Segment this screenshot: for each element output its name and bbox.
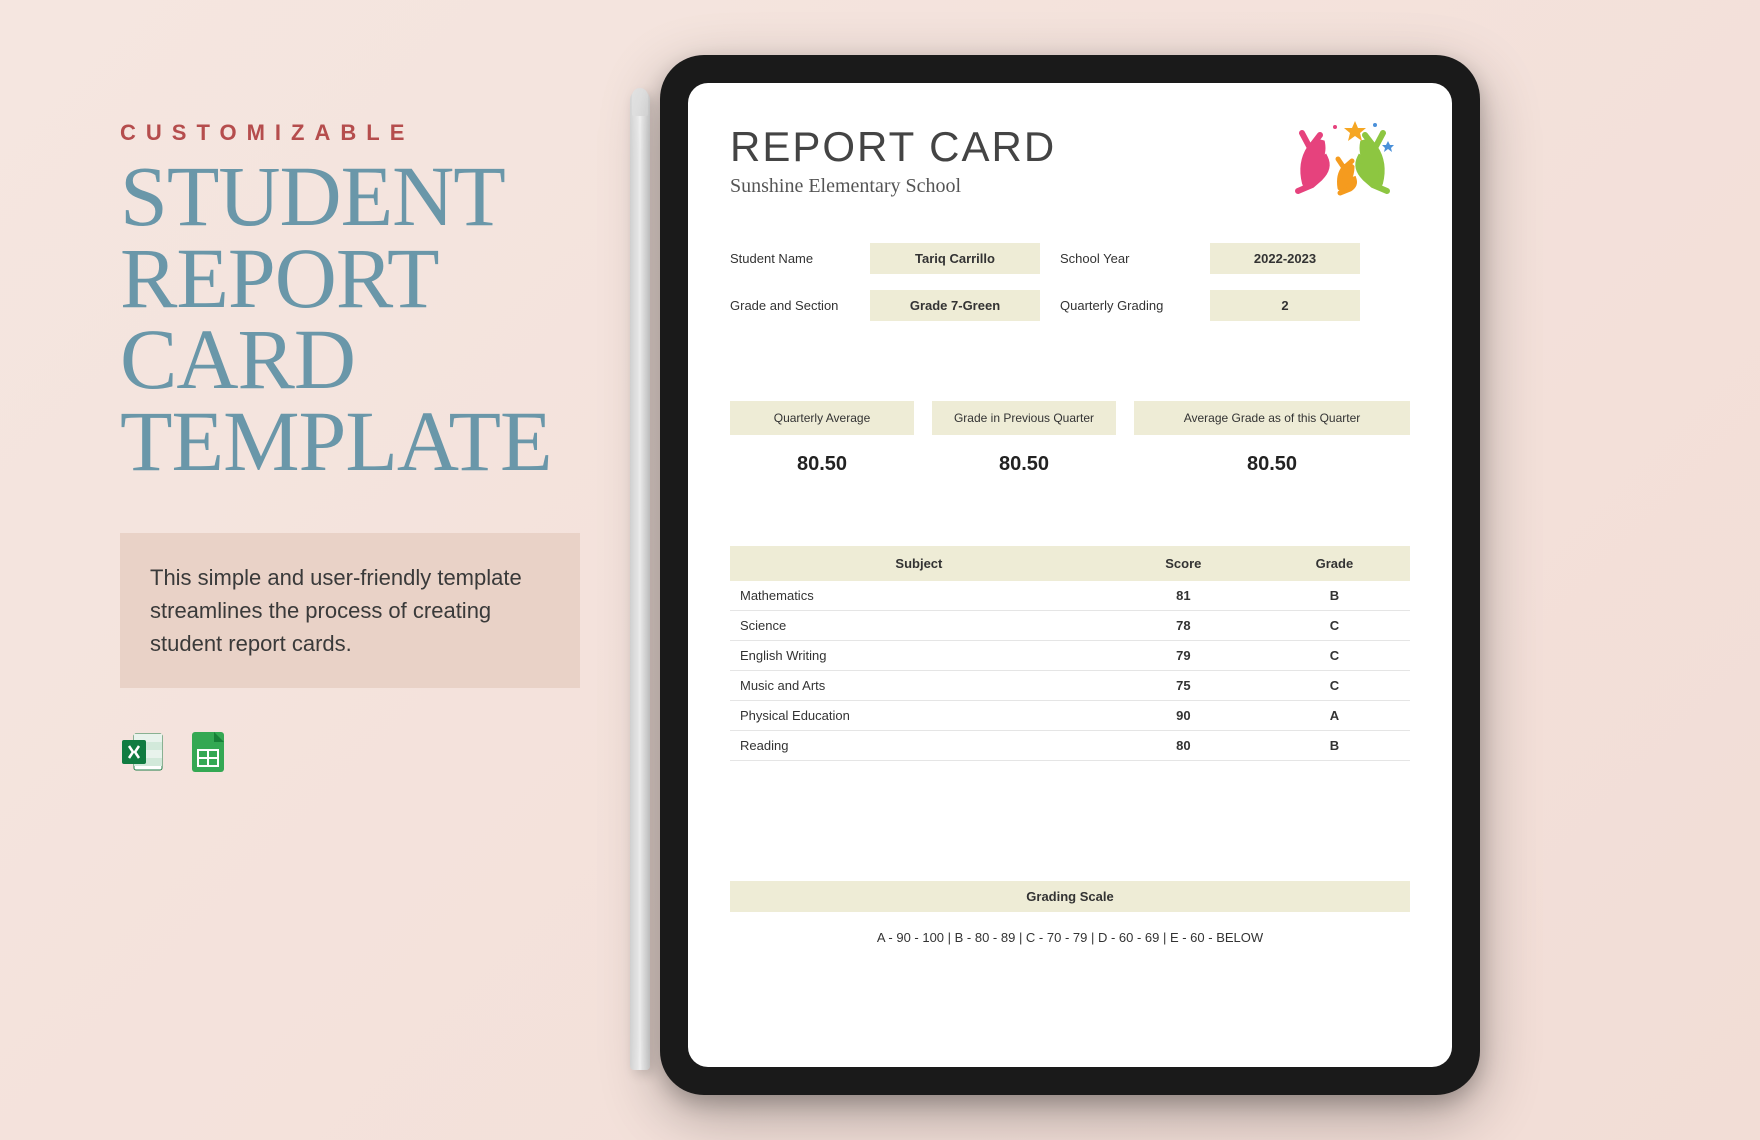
table-row: Mathematics81B [730,581,1410,611]
description-box: This simple and user-friendly template s… [120,533,580,688]
col-score: Score [1108,546,1259,581]
quarterly-grading-value: 2 [1210,290,1360,321]
cell-score: 90 [1108,701,1259,731]
cell-grade: B [1259,581,1410,611]
main-title: STUDENT REPORT CARD TEMPLATE [120,156,560,483]
student-name-value: Tariq Carrillo [870,243,1040,274]
cell-score: 75 [1108,671,1259,701]
table-row: Physical Education90A [730,701,1410,731]
student-name-label: Student Name [730,251,850,266]
grades-tbody: Mathematics81BScience78CEnglish Writing7… [730,581,1410,761]
cell-subject: Science [730,611,1108,641]
table-header-row: Subject Score Grade [730,546,1410,581]
stylus-pencil [630,90,650,1070]
app-icons-row [120,728,560,776]
table-row: English Writing79C [730,641,1410,671]
cell-subject: Music and Arts [730,671,1108,701]
grade-section-label: Grade and Section [730,298,850,313]
school-year-label: School Year [1060,251,1190,266]
previous-quarter-label: Grade in Previous Quarter [932,401,1116,435]
title-line: REPORT [120,238,560,320]
table-row: Reading80B [730,731,1410,761]
cell-grade: C [1259,671,1410,701]
grading-scale-header: Grading Scale [730,881,1410,912]
school-logo-icon [1280,113,1410,203]
title-line: STUDENT [120,156,560,238]
cell-subject: Mathematics [730,581,1108,611]
cell-score: 80 [1108,731,1259,761]
averages-row: Quarterly Average 80.50 Grade in Previou… [730,401,1410,476]
quarterly-average-label: Quarterly Average [730,401,914,435]
eyebrow-text: CUSTOMIZABLE [120,120,560,146]
avg-asof-quarter-col: Average Grade as of this Quarter 80.50 [1134,401,1410,476]
cell-score: 79 [1108,641,1259,671]
cell-grade: C [1259,611,1410,641]
school-name: Sunshine Elementary School [730,175,1056,198]
cell-subject: Physical Education [730,701,1108,731]
col-subject: Subject [730,546,1108,581]
cell-grade: B [1259,731,1410,761]
avg-asof-quarter-label: Average Grade as of this Quarter [1134,401,1410,435]
tablet-screen: REPORT CARD Sunshine Elementary School S… [688,83,1452,1067]
table-row: Science78C [730,611,1410,641]
col-grade: Grade [1259,546,1410,581]
quarterly-average-value: 80.50 [730,453,914,476]
report-header: REPORT CARD Sunshine Elementary School [730,123,1410,203]
quarterly-grading-label: Quarterly Grading [1060,298,1190,313]
quarterly-average-col: Quarterly Average 80.50 [730,401,914,476]
student-info-grid: Student Name Tariq Carrillo School Year … [730,243,1410,321]
previous-quarter-col: Grade in Previous Quarter 80.50 [932,401,1116,476]
cell-subject: Reading [730,731,1108,761]
cell-grade: A [1259,701,1410,731]
sheets-icon [184,728,232,776]
tablet-frame: REPORT CARD Sunshine Elementary School S… [660,55,1480,1095]
title-line: CARD [120,319,560,401]
report-title: REPORT CARD [730,123,1056,171]
promo-panel: CUSTOMIZABLE STUDENT REPORT CARD TEMPLAT… [120,120,560,776]
avg-asof-quarter-value: 80.50 [1134,453,1410,476]
cell-grade: C [1259,641,1410,671]
excel-icon [120,728,168,776]
cell-subject: English Writing [730,641,1108,671]
grades-table: Subject Score Grade Mathematics81BScienc… [730,546,1410,761]
grading-scale-text: A - 90 - 100 | B - 80 - 89 | C - 70 - 79… [730,930,1410,945]
school-year-value: 2022-2023 [1210,243,1360,274]
table-row: Music and Arts75C [730,671,1410,701]
cell-score: 78 [1108,611,1259,641]
cell-score: 81 [1108,581,1259,611]
previous-quarter-value: 80.50 [932,453,1116,476]
title-line: TEMPLATE [120,401,560,483]
grade-section-value: Grade 7-Green [870,290,1040,321]
